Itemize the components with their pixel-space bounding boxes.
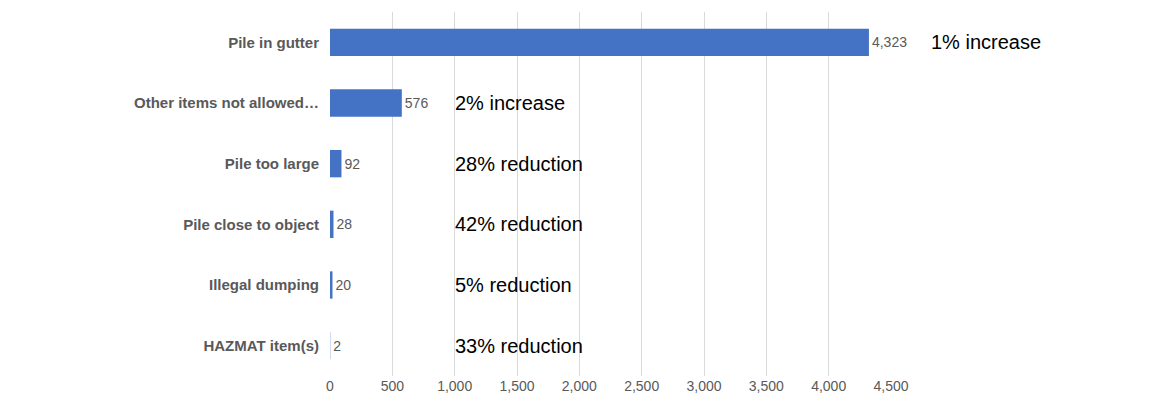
svg-text:92: 92 [344, 156, 360, 172]
svg-text:Pile in gutter: Pile in gutter [228, 34, 319, 51]
svg-text:5% reduction: 5% reduction [455, 274, 572, 296]
svg-text:576: 576 [405, 95, 429, 111]
svg-text:2,000: 2,000 [562, 378, 597, 394]
svg-text:20: 20 [335, 277, 351, 293]
svg-text:1,000: 1,000 [437, 378, 472, 394]
svg-text:2: 2 [333, 338, 341, 354]
svg-text:Other items not allowed…: Other items not allowed… [134, 94, 319, 111]
svg-text:33% reduction: 33% reduction [455, 335, 583, 357]
svg-text:28% reduction: 28% reduction [455, 153, 583, 175]
svg-text:Illegal dumping: Illegal dumping [209, 276, 319, 293]
svg-text:Pile close to object: Pile close to object [183, 216, 319, 233]
svg-text:3,000: 3,000 [686, 378, 721, 394]
svg-text:1,500: 1,500 [499, 378, 534, 394]
svg-text:28: 28 [336, 216, 352, 232]
svg-text:2,500: 2,500 [624, 378, 659, 394]
svg-text:2% increase: 2% increase [455, 92, 565, 114]
svg-text:0: 0 [326, 378, 334, 394]
svg-text:500: 500 [381, 378, 405, 394]
svg-text:1% increase: 1% increase [931, 31, 1041, 53]
svg-text:Pile too large: Pile too large [225, 155, 319, 172]
svg-text:HAZMAT item(s): HAZMAT item(s) [203, 337, 319, 354]
svg-text:4,323: 4,323 [872, 34, 907, 50]
svg-text:42% reduction: 42% reduction [455, 213, 583, 235]
svg-text:4,500: 4,500 [873, 378, 908, 394]
svg-text:3,500: 3,500 [749, 378, 784, 394]
svg-text:4,000: 4,000 [811, 378, 846, 394]
